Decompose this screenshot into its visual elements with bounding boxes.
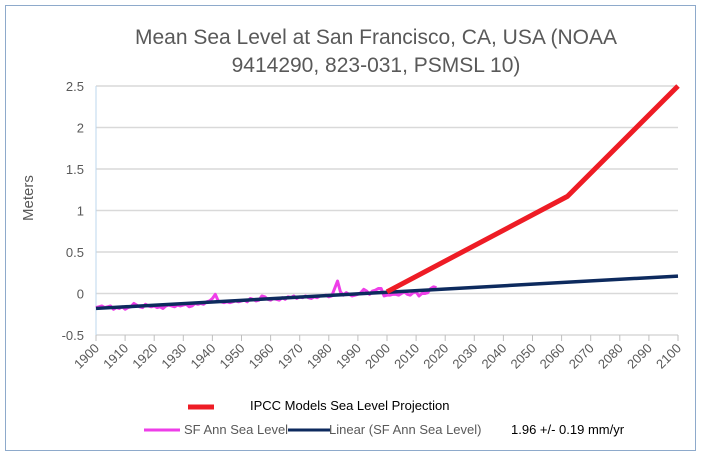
x-tick-label: 1960	[246, 341, 277, 372]
legend-swatch-sf	[144, 428, 180, 432]
x-tick-label: 1940	[187, 341, 218, 372]
x-tick-label: 1930	[158, 341, 189, 372]
x-tick-label: 2090	[624, 341, 655, 372]
y-tick-label: 1	[77, 204, 84, 219]
x-tick-label: 2080	[595, 341, 626, 372]
y-axis-label: Meters	[20, 175, 37, 221]
x-tick-label: 2050	[508, 341, 539, 372]
x-tick-label: 1990	[333, 341, 364, 372]
ipcc-projection-line	[385, 84, 680, 295]
x-tick-label: 1910	[100, 341, 131, 372]
y-tick-label: 2.5	[66, 79, 84, 94]
y-tick-label: 0	[77, 287, 84, 302]
x-tick-label: 1980	[304, 341, 335, 372]
legend-swatch-linear	[288, 428, 330, 432]
y-tick-label: -0.5	[62, 328, 84, 343]
title-line-2: 9414290, 823-031, PSMSL 10)	[231, 54, 521, 77]
x-tick-label: 1900	[71, 341, 102, 372]
y-tick-label: 0.5	[66, 245, 84, 260]
x-tick-label: 2040	[478, 341, 509, 372]
y-tick-label: 2	[77, 121, 84, 136]
x-tick-label: 2100	[653, 341, 684, 372]
chart-frame: Mean Sea Level at San Francisco, CA, USA…	[5, 5, 696, 451]
legend-label-ipcc: IPCC Models Sea Level Projection	[250, 398, 450, 413]
legend-label-linear: Linear (SF Ann Sea Level)	[329, 422, 482, 437]
x-tick-label: 1920	[129, 341, 160, 372]
chart-title: Mean Sea Level at San Francisco, CA, USA…	[66, 24, 686, 80]
x-tick-label: 2060	[537, 341, 568, 372]
trend-annotation: 1.96 +/- 0.19 mm/yr	[511, 422, 625, 437]
plot-area: -0.5 0 0.5 1 1.5 2 2.5 190019101920193019401950…	[62, 79, 685, 372]
title-line-1: Mean Sea Level at San Francisco, CA, USA…	[134, 26, 618, 49]
x-tick-label: 1950	[217, 341, 248, 372]
linear-trend-line	[95, 274, 679, 311]
x-tick-label: 1970	[275, 341, 306, 372]
legend-label-sf: SF Ann Sea Level	[184, 422, 289, 437]
x-tick-label: 2000	[362, 341, 393, 372]
x-tick-label: 2070	[566, 341, 597, 372]
legend-swatch-ipcc	[188, 404, 214, 410]
x-tick-label: 2020	[420, 341, 451, 372]
x-tick-label: 2010	[391, 341, 422, 372]
x-tick-label: 2030	[449, 341, 480, 372]
y-tick-label: 1.5	[66, 162, 84, 177]
